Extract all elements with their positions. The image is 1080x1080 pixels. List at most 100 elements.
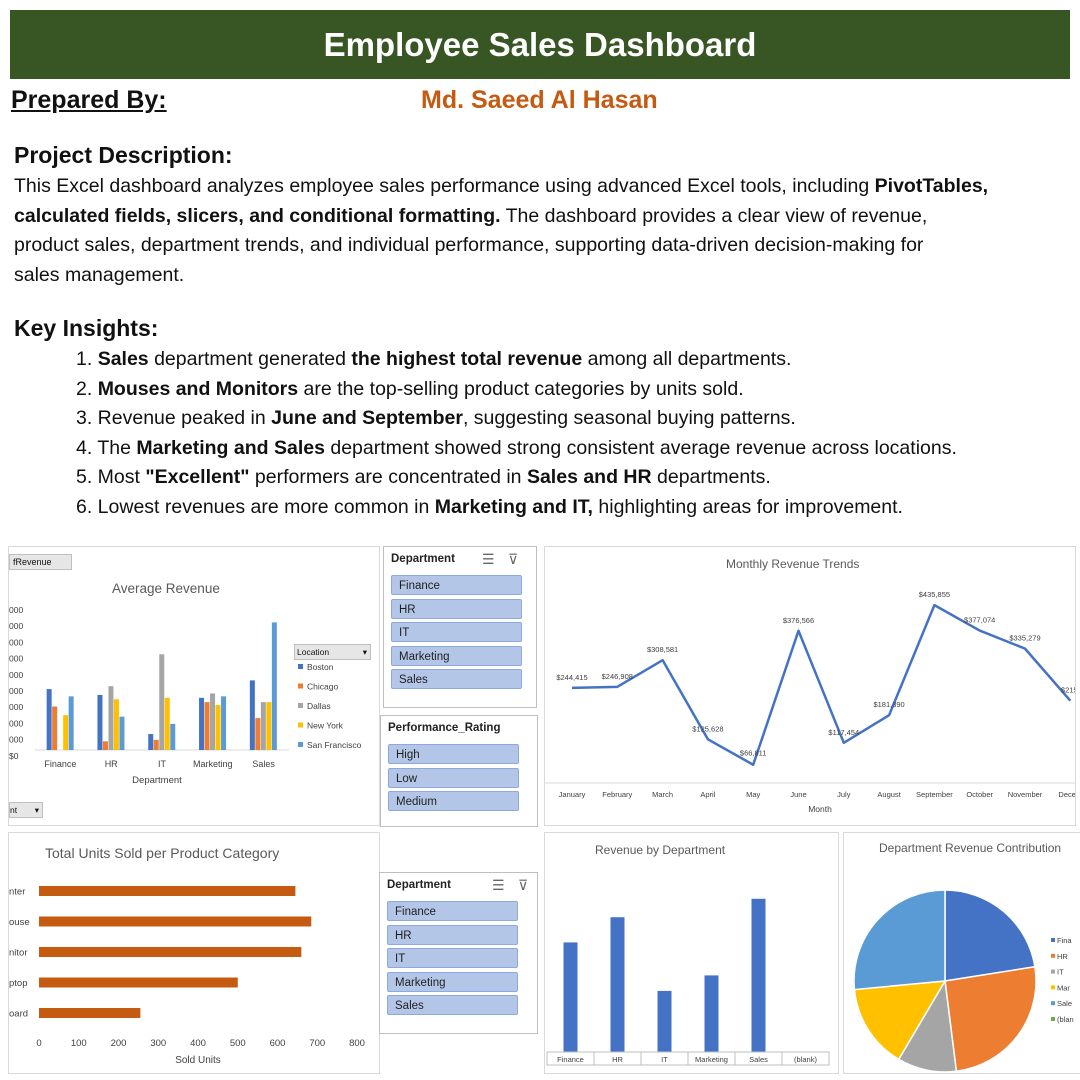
slicer-item-marketing[interactable]: Marketing (391, 645, 522, 666)
slicer-item-low[interactable]: Low (388, 767, 519, 788)
legend-swatch (1051, 985, 1055, 990)
bar-dallas (159, 654, 165, 750)
bar-san-francisco (221, 696, 227, 750)
slicer-item-sales[interactable]: Sales (391, 669, 522, 689)
slicer-item-finance[interactable]: Finance (387, 901, 518, 921)
insight-item: 5. Most "Excellent" performers are conce… (76, 463, 957, 493)
bar-boston (46, 689, 52, 750)
text: department showed strong consistent aver… (324, 436, 957, 459)
location-filter-button[interactable]: Location ▾ (294, 644, 371, 660)
slicer-item-high[interactable]: High (388, 744, 519, 764)
dropdown-arrow-icon: ▾ (34, 805, 39, 815)
chart-title: Average Revenue (112, 581, 220, 596)
x-tick-label: Finance (557, 1055, 584, 1064)
pie-slice-mar (853, 980, 947, 1061)
key-insights-heading: Key Insights: (14, 315, 159, 341)
x-tick-label: April (700, 790, 715, 799)
description-line: This Excel dashboard analyzes employee s… (14, 172, 1080, 202)
multi-select-icon[interactable]: ☰ (482, 551, 495, 567)
legend-entry: (blan (1057, 1015, 1074, 1024)
y-tick-label: 000 (9, 654, 23, 664)
slicer-item-hr[interactable]: HR (387, 924, 518, 945)
slicer-item-it[interactable]: IT (387, 948, 518, 968)
slicer-item-hr[interactable]: HR (391, 598, 522, 619)
legend-entry: Dallas (307, 701, 331, 711)
multi-select-icon[interactable]: ☰ (492, 877, 505, 893)
legend-entry: San Francisco (307, 740, 362, 750)
insight-item: 6. Lowest revenues are more common in Ma… (76, 493, 957, 523)
data-label: $435,855 (919, 590, 950, 599)
slicer-item-sales[interactable]: Sales (387, 995, 518, 1015)
location-filter-label: Location (297, 647, 330, 657)
bar-sales (751, 898, 766, 1052)
x-tick-label: November (1008, 790, 1043, 799)
description-line: calculated fields, slicers, and conditio… (14, 202, 1080, 232)
slicer-item-medium[interactable]: Medium (388, 791, 519, 811)
x-tick-label: 100 (71, 1038, 87, 1049)
pivot-axis-field-button[interactable]: nt ▾ (9, 802, 43, 818)
data-label: $377,074 (964, 616, 995, 625)
axis-field-label: nt (10, 805, 18, 815)
x-tick-label: 300 (150, 1038, 166, 1049)
performance-rating-slicer[interactable]: Performance_Rating High Low Medium (380, 715, 538, 827)
bar-it (657, 990, 672, 1052)
data-label: $181,390 (873, 700, 904, 709)
legend-swatch (1051, 969, 1055, 974)
legend-entry: New York (307, 721, 344, 731)
slicer-header: Performance_Rating (388, 722, 501, 734)
y-tick-label: 000 (9, 686, 23, 696)
bold-text: June and September (271, 407, 463, 429)
data-label: $125,628 (692, 724, 723, 733)
x-axis-title: Month (808, 804, 832, 814)
department-revenue-contribution-chart: Department Revenue Contribution Fina HR IT… (843, 832, 1080, 1074)
bar-boston (199, 697, 205, 750)
bar-keyboard (39, 1008, 141, 1018)
slicer-item-it[interactable]: IT (391, 622, 522, 642)
bar-san-francisco (68, 696, 74, 750)
category-cell (781, 1051, 830, 1066)
x-tick-label: 700 (309, 1038, 325, 1049)
bar-mouse (39, 916, 312, 927)
x-tick-label: Marketing (193, 759, 233, 769)
text: among all departments. (582, 348, 792, 370)
bar-monitor (39, 947, 302, 957)
insight-item: 3. Revenue peaked in June and September,… (76, 404, 957, 434)
y-tick-label: 000 (9, 605, 23, 615)
data-label: $246,908 (602, 672, 633, 681)
bar-chicago (102, 741, 108, 750)
bar-dallas (108, 686, 114, 750)
text: performers are concentrated in (249, 466, 527, 488)
y-tick-label: 000 (9, 621, 23, 631)
pivot-field-button[interactable]: fRevenue (9, 554, 72, 570)
slicer-header: Department (391, 553, 455, 565)
x-tick-label: Sales (749, 1055, 768, 1064)
average-revenue-chart: fRevenue Average Revenue 000 000 000 000 000… (8, 546, 380, 826)
text: product sales, department trends, and in… (14, 234, 924, 256)
bar-san-francisco (119, 716, 125, 750)
author-name: Md. Saeed Al Hasan (421, 86, 658, 114)
bold-text: "Excellent" (145, 466, 250, 488)
y-tick-label: ptop (9, 978, 28, 989)
description-line: sales management. (14, 261, 1080, 291)
text: are the top-selling product categories b… (298, 377, 744, 400)
x-tick-label: March (652, 790, 673, 799)
x-tick-label: IT (661, 1055, 668, 1064)
bold-text: calculated fields, slicers, and conditio… (14, 204, 501, 227)
slicer-item-marketing[interactable]: Marketing (387, 971, 518, 992)
text: department generated (148, 348, 352, 370)
bar-san-francisco (170, 723, 176, 750)
x-tick-label: 800 (349, 1038, 365, 1049)
clear-filter-icon[interactable]: ⊽ (508, 551, 519, 567)
x-tick-label: IT (158, 759, 167, 769)
bar-chicago (204, 702, 210, 750)
clear-filter-icon[interactable]: ⊽ (518, 877, 529, 893)
legend-swatch (298, 742, 303, 747)
data-label: $244,415 (556, 673, 587, 682)
department-slicer-bottom[interactable]: Department ☰ ⊽ Finance HR IT Marketing Sales (379, 872, 538, 1034)
monthly-revenue-trends-chart: Monthly Revenue Trends $244,415 $246,908 $… (544, 546, 1076, 826)
bar-new-york (215, 705, 221, 750)
department-slicer[interactable]: Department ☰ ⊽ Finance HR IT Marketing Sales (383, 546, 537, 708)
y-tick-label: 000 (9, 718, 23, 728)
x-tick-label: October (966, 790, 993, 799)
slicer-item-finance[interactable]: Finance (391, 575, 522, 595)
